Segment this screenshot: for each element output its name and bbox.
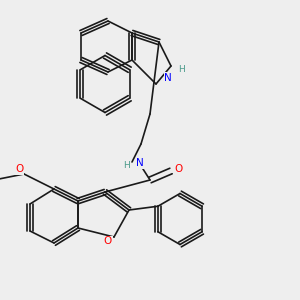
Text: H: H [178,64,185,74]
Text: N: N [136,158,143,169]
Text: O: O [15,164,24,175]
Text: N: N [164,73,172,83]
Text: O: O [174,164,183,175]
Text: O: O [104,236,112,247]
Text: H: H [123,160,129,169]
